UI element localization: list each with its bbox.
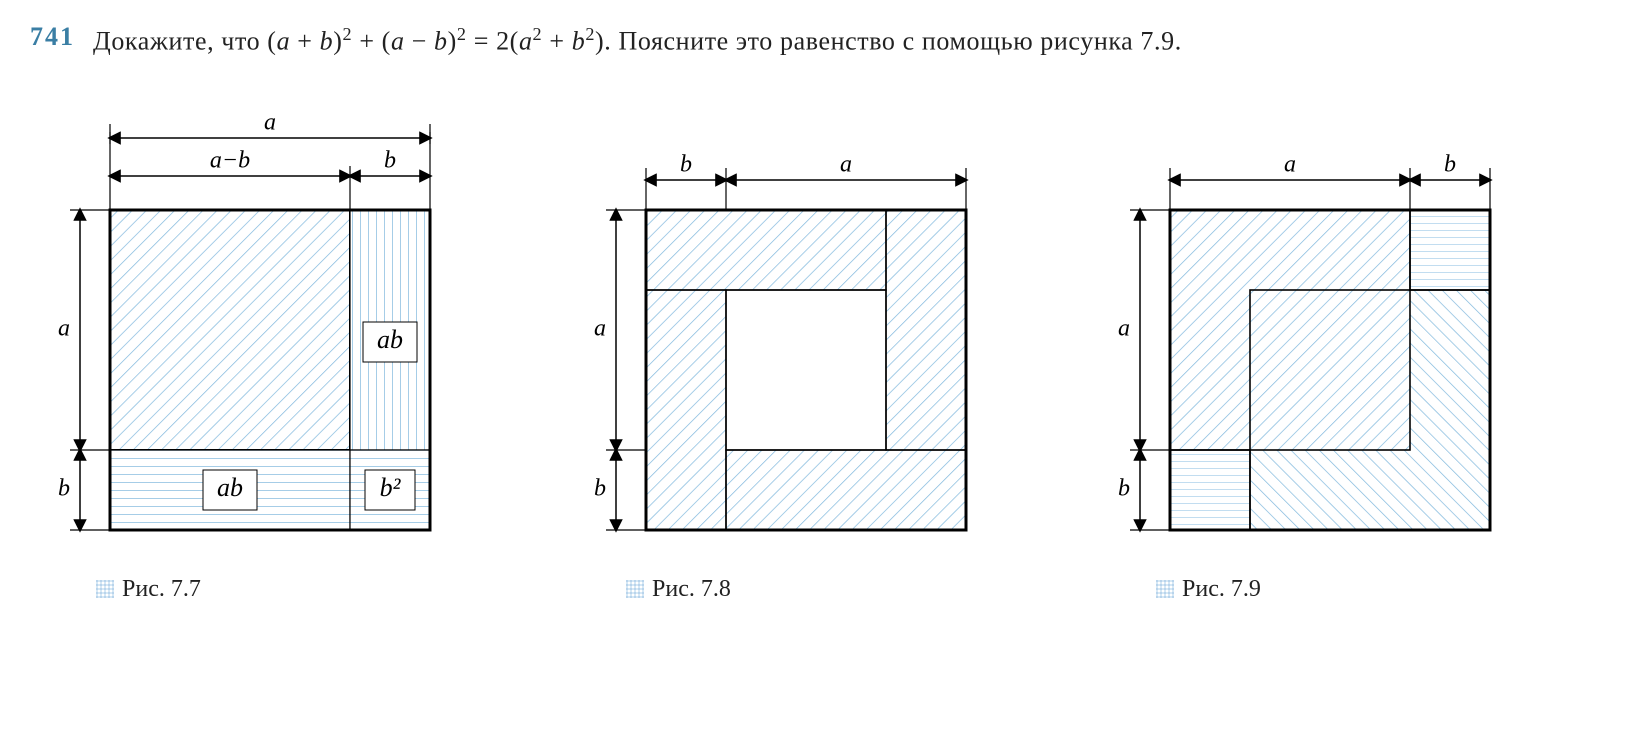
figures-row: aa−bbabababb² Рис. 7.7 baab Рис. 7.8 aba…	[40, 90, 1606, 603]
svg-text:a: a	[1118, 315, 1130, 341]
svg-text:a: a	[58, 315, 70, 341]
svg-text:ab: ab	[217, 473, 243, 502]
figure-7-7-svg: aa−bbabababb²	[40, 90, 480, 560]
problem-number: 741	[30, 22, 75, 62]
svg-text:a: a	[1284, 151, 1296, 177]
figure-7-9-svg: a b a b	[1100, 90, 1540, 560]
figure-7-8-caption: Рис. 7.8	[626, 576, 1010, 603]
figure-7-8: b a a b Рис. 7.8	[570, 90, 1010, 603]
figure-7-7-caption: Рис. 7.7	[96, 576, 480, 603]
svg-text:b: b	[58, 475, 70, 501]
svg-text:b: b	[1444, 151, 1456, 177]
svg-text:b: b	[594, 475, 606, 501]
svg-text:a: a	[264, 109, 276, 135]
svg-text:a−b: a−b	[210, 147, 250, 173]
svg-text:b: b	[384, 147, 396, 173]
problem-text: Докажите, что (a + b)2 + (a − b)2 = 2(a2…	[93, 20, 1182, 62]
svg-text:b: b	[680, 151, 692, 177]
svg-text:b: b	[1118, 475, 1130, 501]
svg-text:a: a	[594, 315, 606, 341]
figure-7-8-svg: b a a b	[570, 90, 1010, 560]
figure-7-7: aa−bbabababb² Рис. 7.7	[40, 90, 480, 603]
svg-text:b²: b²	[380, 473, 402, 502]
figure-7-9-caption: Рис. 7.9	[1156, 576, 1540, 603]
svg-text:ab: ab	[377, 325, 403, 354]
figure-7-9: a b a b Рис. 7.9	[1100, 90, 1540, 603]
svg-text:a: a	[840, 151, 852, 177]
problem-row: 741 Докажите, что (a + b)2 + (a − b)2 = …	[30, 20, 1606, 62]
